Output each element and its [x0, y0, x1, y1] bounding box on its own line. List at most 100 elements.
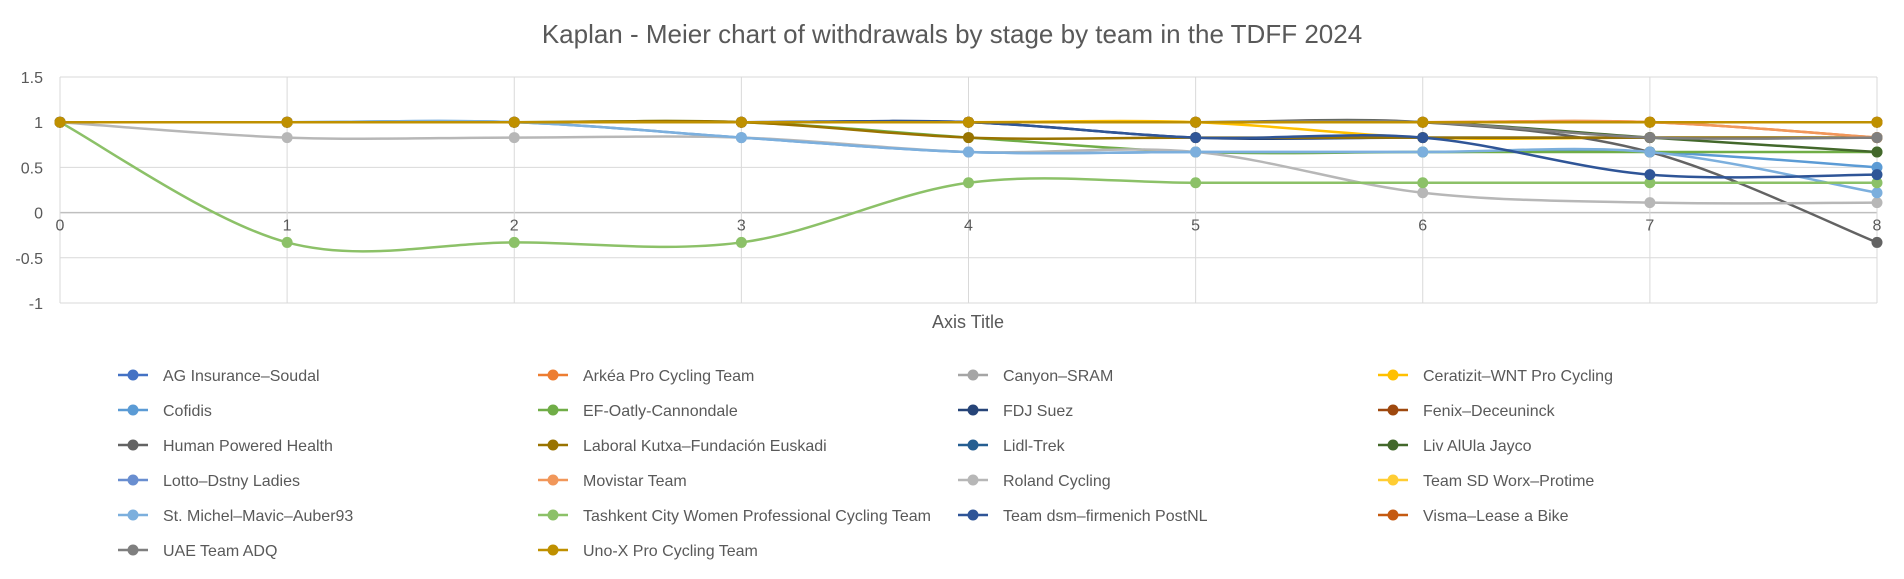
- legend-marker: [1387, 509, 1399, 521]
- data-point: [54, 116, 66, 128]
- y-tick-label: 0.5: [21, 160, 43, 177]
- data-point: [963, 116, 974, 128]
- legend-item: Laboral Kutxa–Fundación Euskadi: [538, 438, 827, 455]
- legend-item: Movistar Team: [538, 473, 687, 490]
- data-point: [1871, 116, 1883, 128]
- data-point: [1417, 116, 1429, 128]
- legend-item: Lidl-Trek: [958, 438, 1066, 455]
- legend-marker: [547, 369, 559, 381]
- legend-marker: [127, 509, 139, 521]
- legend-marker: [127, 439, 139, 451]
- legend-marker: [967, 439, 979, 451]
- data-point: [963, 177, 974, 189]
- series-group: [54, 116, 1883, 128]
- data-point: [1644, 116, 1656, 128]
- legend-marker: [547, 509, 559, 521]
- series-lines: [54, 116, 1883, 253]
- x-tick-label: 2: [510, 218, 519, 235]
- data-point: [281, 132, 293, 144]
- legend-item: Tashkent City Women Professional Cycling…: [538, 508, 931, 525]
- x-tick-label: 7: [1645, 218, 1654, 235]
- data-point: [1190, 146, 1202, 158]
- legend-label: Visma–Lease a Bike: [1423, 508, 1569, 525]
- data-point: [1871, 187, 1883, 199]
- legend-label: Ceratizit–WNT Pro Cycling: [1423, 368, 1613, 385]
- data-point: [1871, 146, 1883, 158]
- data-point: [1871, 177, 1883, 189]
- legend-label: EF-Oatly-Cannondale: [583, 403, 738, 420]
- y-tick-label: 1.5: [21, 70, 43, 87]
- x-tick-label: 0: [56, 218, 65, 235]
- legend-marker: [967, 509, 979, 521]
- legend-item: Cofidis: [118, 403, 212, 420]
- legend-label: Lotto–Dstny Ladies: [163, 473, 300, 490]
- legend-marker: [127, 474, 139, 486]
- legend-item: Visma–Lease a Bike: [1378, 508, 1569, 525]
- data-point: [1417, 177, 1429, 189]
- legend-item: Ceratizit–WNT Pro Cycling: [1378, 368, 1613, 385]
- legend-item: Team SD Worx–Protime: [1378, 473, 1594, 490]
- x-tick-label: 5: [1191, 218, 1200, 235]
- legend-item: FDJ Suez: [958, 403, 1073, 420]
- data-point: [508, 236, 520, 248]
- y-tick-label: -1: [29, 296, 43, 313]
- data-point: [1644, 132, 1656, 144]
- legend-marker: [547, 474, 559, 486]
- x-tick-label: 3: [737, 218, 746, 235]
- legend-label: Liv AlUla Jayco: [1423, 438, 1532, 455]
- legend-marker: [967, 369, 979, 381]
- data-point: [508, 132, 520, 144]
- legend-marker: [967, 404, 979, 416]
- data-point: [1644, 197, 1656, 209]
- legend-label: Fenix–Deceuninck: [1423, 403, 1556, 420]
- legend-item: Lotto–Dstny Ladies: [118, 473, 300, 490]
- legend-item: St. Michel–Mavic–Auber93: [118, 508, 353, 525]
- gridlines: [59, 76, 1878, 304]
- legend-label: Human Powered Health: [163, 438, 333, 455]
- legend-item: Roland Cycling: [958, 473, 1111, 490]
- x-tick-label: 6: [1418, 218, 1427, 235]
- data-point: [1190, 132, 1202, 144]
- legend-label: UAE Team ADQ: [163, 543, 277, 560]
- legend-marker: [1387, 369, 1399, 381]
- legend-marker: [547, 404, 559, 416]
- legend-label: St. Michel–Mavic–Auber93: [163, 508, 353, 525]
- data-point: [1871, 197, 1883, 209]
- legend-marker: [967, 474, 979, 486]
- data-point: [1417, 187, 1429, 199]
- legend-label: Uno-X Pro Cycling Team: [583, 543, 758, 560]
- data-point: [1871, 236, 1883, 248]
- legend-marker: [127, 369, 139, 381]
- data-point: [1644, 146, 1656, 158]
- legend-label: Movistar Team: [583, 473, 687, 490]
- data-point: [1871, 132, 1883, 144]
- data-point: [1190, 116, 1202, 128]
- x-tick-label: 1: [283, 218, 292, 235]
- legend-label: Tashkent City Women Professional Cycling…: [583, 508, 931, 525]
- x-tick-label: 8: [1873, 218, 1882, 235]
- legend-label: Lidl-Trek: [1003, 438, 1066, 455]
- tick-labels: 1.5 1 0.5 0 -0.5 -1 0 1 2 3 4 5 6 7 8: [15, 70, 1881, 313]
- legend-marker: [1387, 474, 1399, 486]
- legend-item: Uno-X Pro Cycling Team: [538, 543, 758, 560]
- legend-label: AG Insurance–Soudal: [163, 368, 320, 385]
- data-point: [963, 146, 974, 158]
- data-point: [508, 116, 520, 128]
- data-point: [1871, 169, 1883, 181]
- legend-item: Canyon–SRAM: [958, 368, 1113, 385]
- legend-item: Team dsm–firmenich PostNL: [958, 508, 1208, 525]
- legend-label: Arkéa Pro Cycling Team: [583, 368, 754, 385]
- legend-label: Laboral Kutxa–Fundación Euskadi: [583, 438, 827, 455]
- legend-item: Human Powered Health: [118, 438, 333, 455]
- legend-label: Cofidis: [163, 403, 212, 420]
- legend-marker: [127, 544, 139, 556]
- legend-item: Liv AlUla Jayco: [1378, 438, 1532, 455]
- legend-marker: [127, 404, 139, 416]
- legend-label: FDJ Suez: [1003, 403, 1073, 420]
- legend-label: Team dsm–firmenich PostNL: [1003, 508, 1208, 525]
- data-point: [1190, 177, 1202, 189]
- chart-title: Kaplan - Meier chart of withdrawals by s…: [542, 19, 1362, 49]
- data-point: [1644, 169, 1656, 181]
- data-point: [735, 132, 747, 144]
